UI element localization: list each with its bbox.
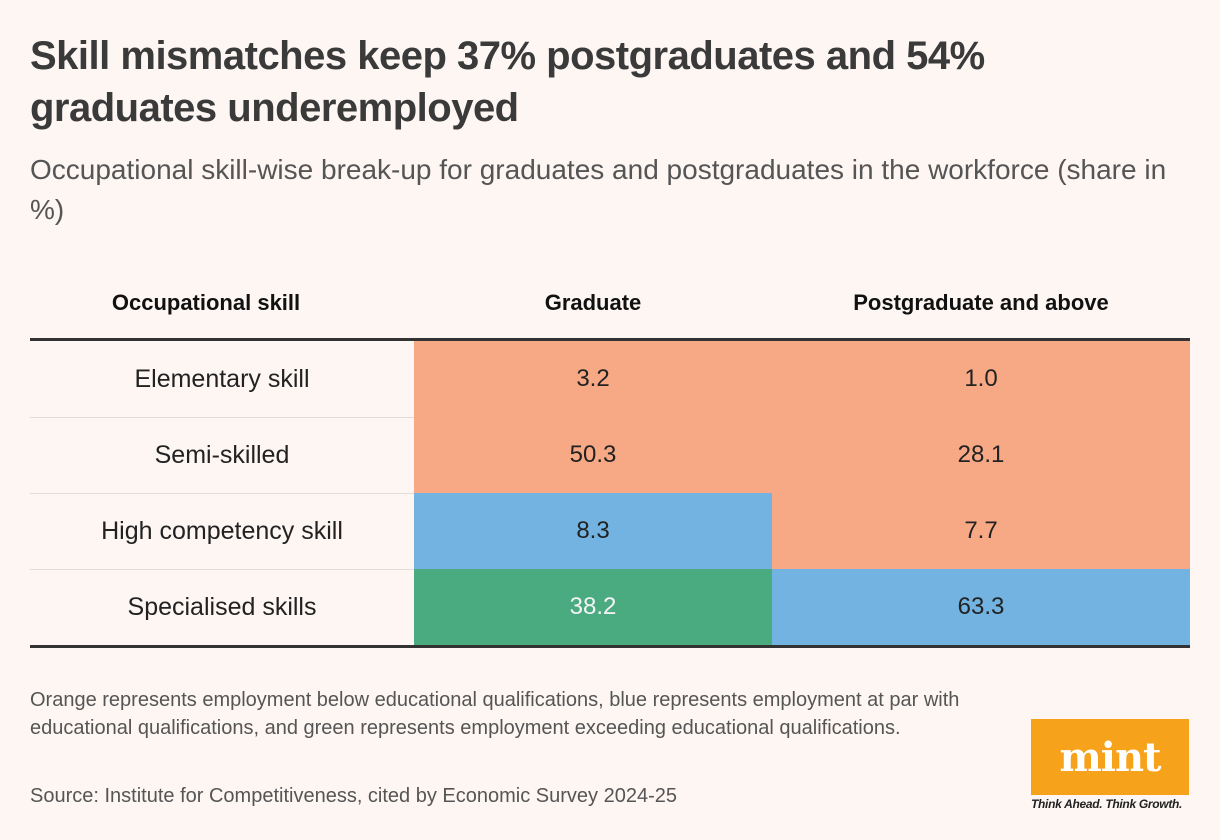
- table-header: Occupational skill Graduate Postgraduate…: [30, 268, 1190, 338]
- cell-graduate: 38.2: [414, 569, 772, 645]
- cell-postgraduate: 63.3: [772, 569, 1190, 645]
- cell-graduate: 50.3: [414, 417, 772, 493]
- row-label: Elementary skill: [134, 364, 310, 393]
- row-label: Semi-skilled: [30, 417, 414, 493]
- column-header-graduate: Graduate: [544, 290, 642, 315]
- cell-graduate: 8.3: [414, 493, 772, 569]
- column-header-postgraduate: Postgraduate and above: [853, 290, 1109, 315]
- logo-tagline: Think Ahead. Think Growth.: [1031, 797, 1183, 811]
- cell-postgraduate: 1.0: [772, 341, 1190, 417]
- row-label: Specialised skills: [30, 569, 414, 645]
- table-row-high-competency: High competency skill 8.3 7.7: [30, 493, 1190, 569]
- cell-postgraduate: 28.1: [772, 417, 1190, 493]
- mint-logo: mint: [1031, 719, 1189, 795]
- header-divider: [30, 338, 1190, 341]
- table-row-semi-skilled: Semi-skilled 50.3 28.1: [30, 417, 1190, 493]
- skill-table: Occupational skill Graduate Postgraduate…: [30, 268, 1190, 648]
- chart-subtitle: Occupational skill-wise break-up for gra…: [30, 154, 1167, 225]
- logo-text: mint: [1059, 733, 1161, 781]
- table-body: Elementary skill 3.2 1.0 Semi-skilled 50…: [30, 341, 1190, 645]
- table-row-specialised: Specialised skills 38.2 63.3: [30, 569, 1190, 645]
- table-row-elementary: Elementary skill 3.2 1.0: [30, 341, 1190, 417]
- table-bottom-rule: [30, 645, 1190, 648]
- chart-title: Skill mismatches keep 37% postgraduates …: [30, 34, 985, 130]
- row-label: High competency skill: [30, 493, 414, 569]
- column-header-skill: Occupational skill: [111, 290, 301, 315]
- cell-graduate: 3.2: [414, 341, 772, 417]
- cell-postgraduate: 7.7: [772, 493, 1190, 569]
- color-legend-note: Orange represents employment below educa…: [30, 689, 960, 739]
- source-note: Source: Institute for Competitiveness, c…: [30, 785, 677, 807]
